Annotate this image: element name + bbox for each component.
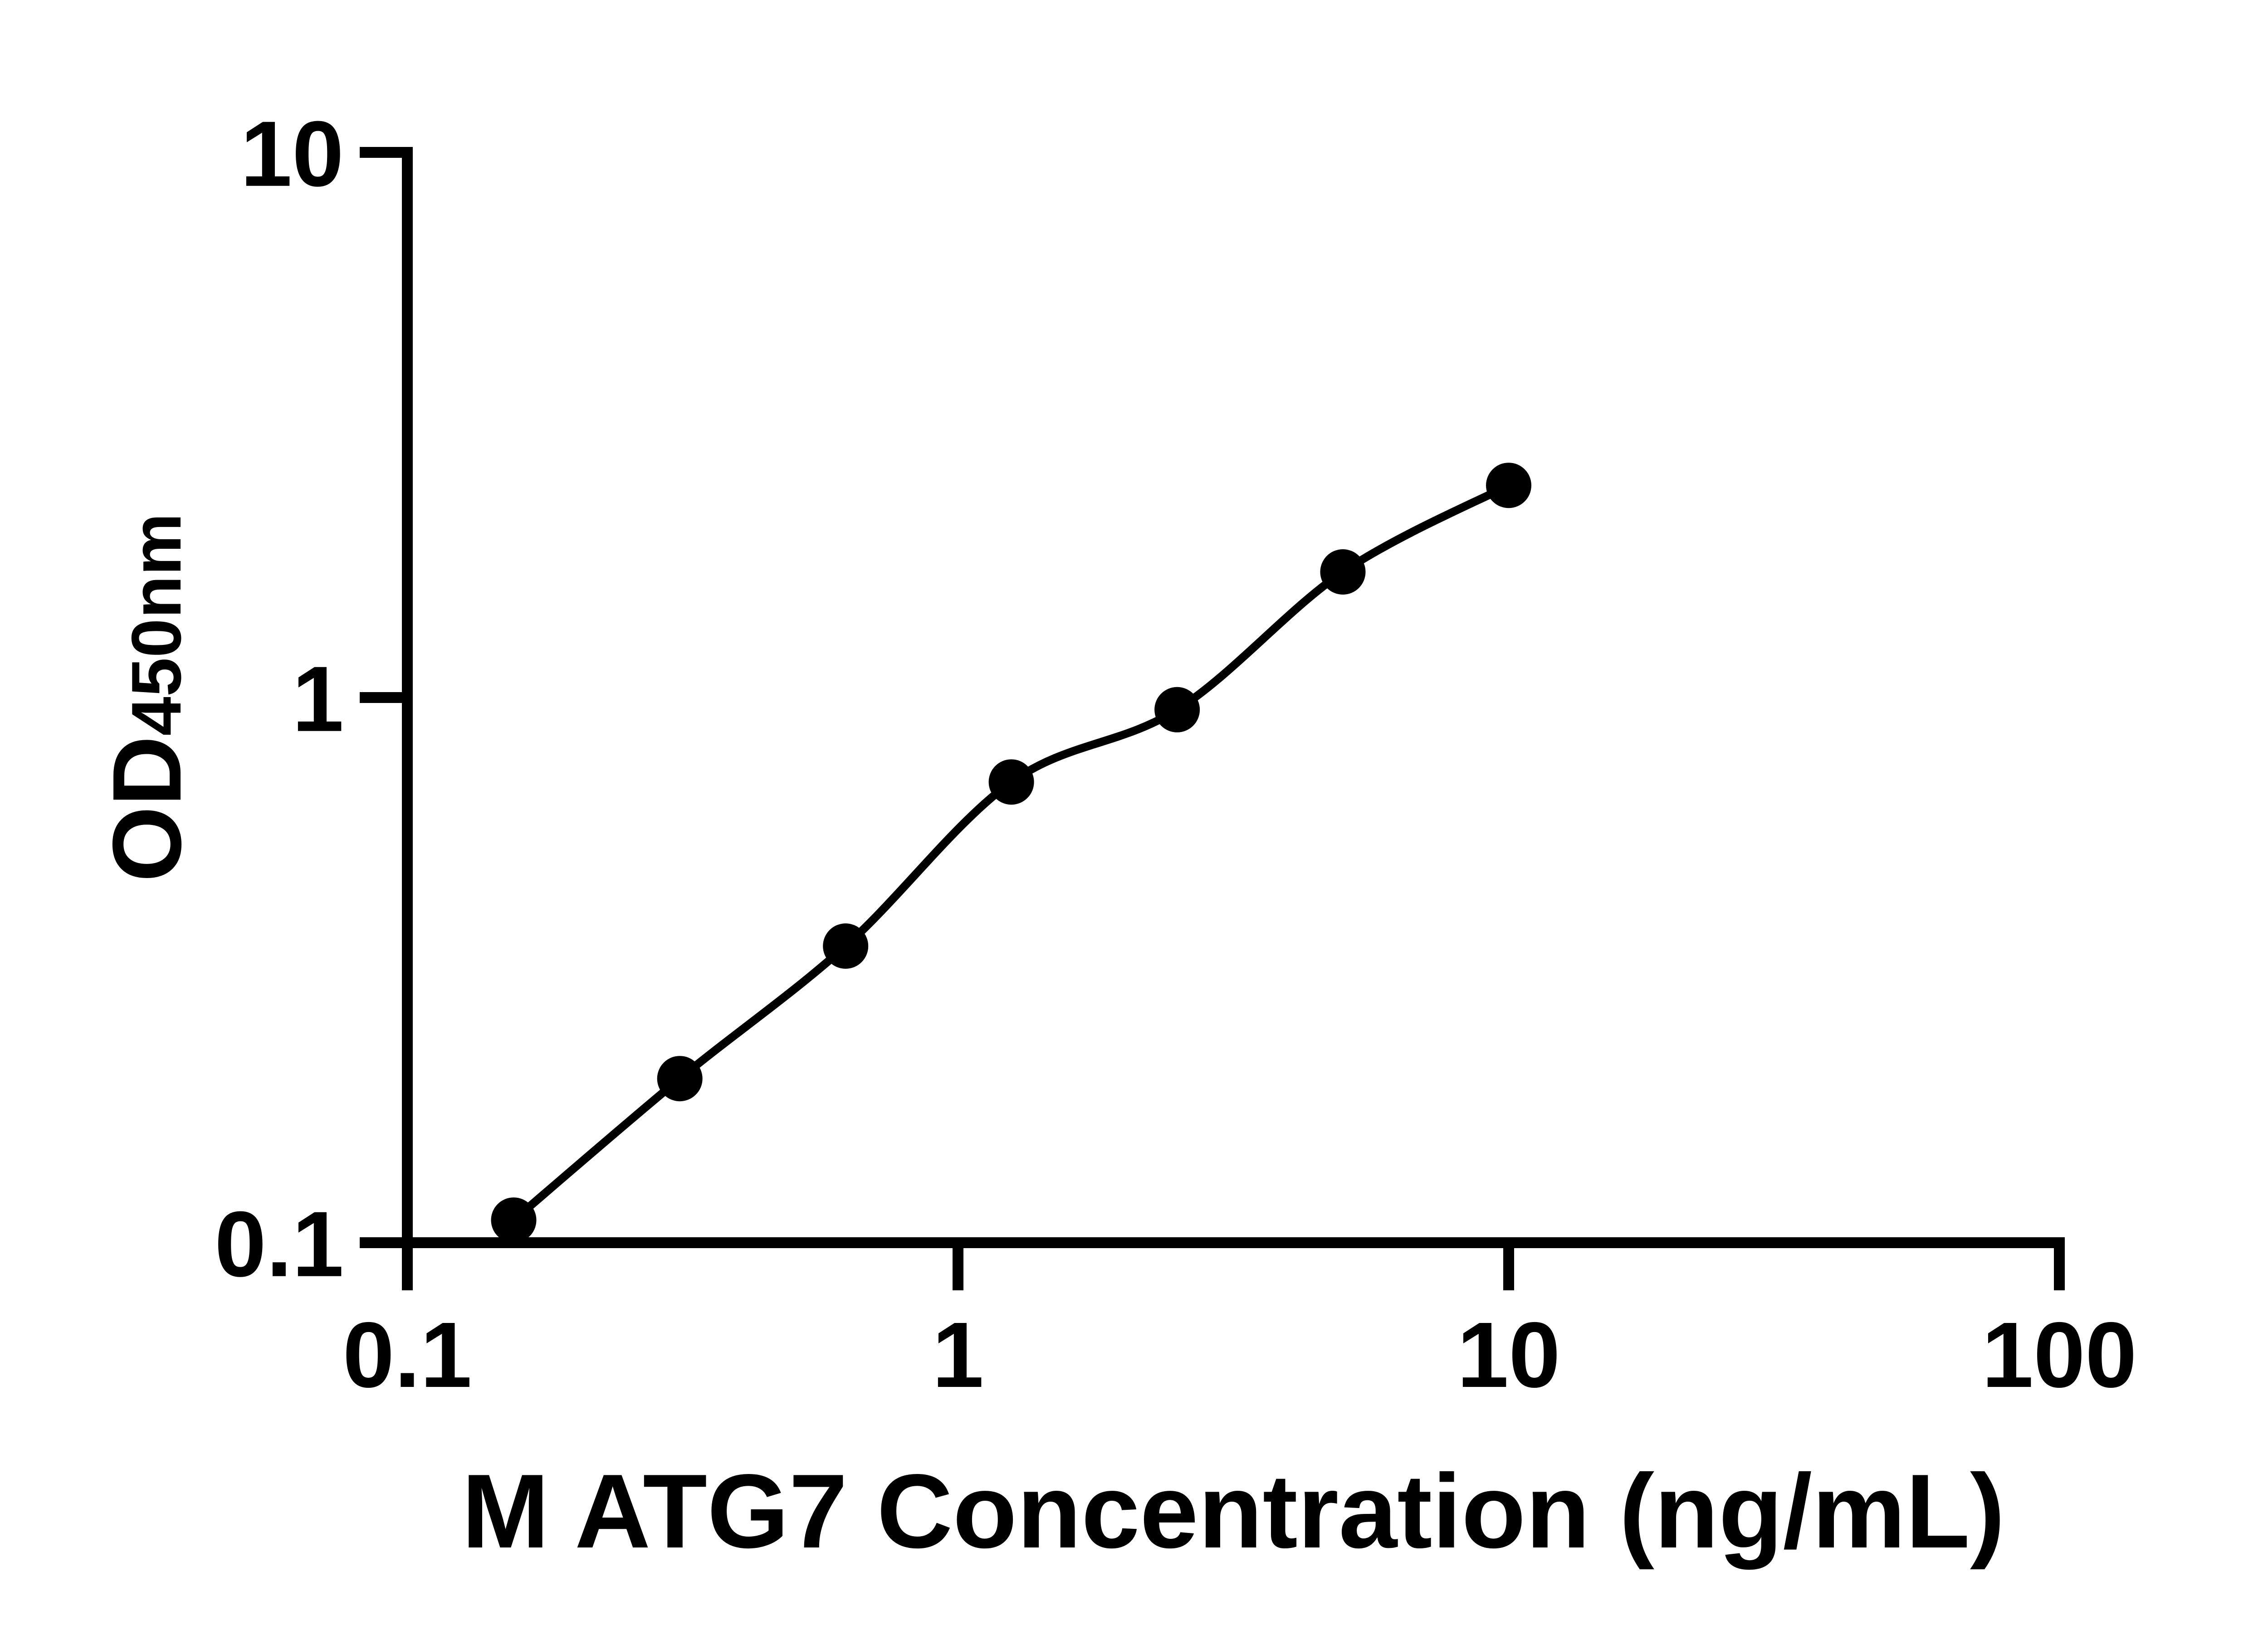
x-tick-labels: 0.1 1 10 100 bbox=[343, 1303, 2137, 1407]
x-axis-title: M ATG7 Concentration (ng/mL) bbox=[462, 1453, 2005, 1570]
y-axis-title-od: OD bbox=[92, 736, 201, 882]
y-axis-title: OD450nm bbox=[92, 513, 201, 882]
data-point bbox=[1154, 687, 1200, 732]
y-tick-label-10: 10 bbox=[240, 102, 344, 206]
fit-curve bbox=[509, 481, 1513, 1225]
data-point bbox=[1320, 549, 1366, 595]
data-point bbox=[1486, 463, 1531, 508]
y-tick-label-0.1: 0.1 bbox=[215, 1192, 344, 1296]
data-point bbox=[823, 923, 869, 969]
data-point bbox=[491, 1197, 537, 1243]
y-tick-labels: 10 1 0.1 bbox=[215, 102, 344, 1296]
data-points-group bbox=[491, 463, 1531, 1243]
data-point bbox=[657, 1056, 703, 1102]
data-series bbox=[491, 463, 1531, 1243]
y-tick-label-1: 1 bbox=[292, 647, 344, 751]
x-tick-label-100: 100 bbox=[1982, 1303, 2137, 1407]
axes bbox=[360, 147, 2065, 1290]
x-tick-label-1: 1 bbox=[932, 1303, 984, 1407]
x-tick-label-10: 10 bbox=[1457, 1303, 1560, 1407]
x-tick-label-0.1: 0.1 bbox=[343, 1303, 472, 1407]
data-point bbox=[988, 759, 1034, 805]
y-axis-title-450nm: 450nm bbox=[117, 513, 196, 736]
